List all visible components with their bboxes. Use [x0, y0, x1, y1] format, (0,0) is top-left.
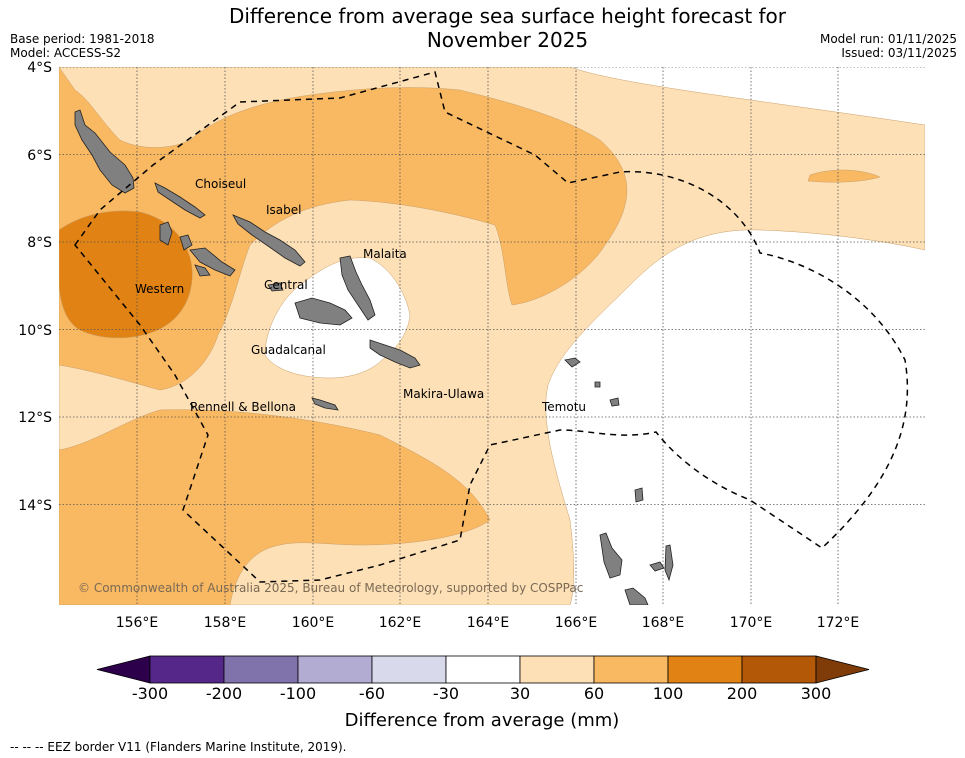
field-60-100-north — [59, 67, 628, 391]
title-line-1: Difference from average sea surface heig… — [228, 4, 787, 28]
region-label-isabel: Isabel — [266, 203, 301, 217]
region-label-western: Western — [135, 282, 184, 296]
cb-tick-8: 200 — [727, 684, 758, 703]
meta-right: Model run: 01/11/2025 Issued: 03/11/2025 — [820, 32, 957, 60]
model-run-text: Model run: 01/11/2025 — [819, 32, 957, 46]
cb-tick-2: -100 — [280, 684, 316, 703]
cb-tick-7: 100 — [653, 684, 684, 703]
cb-tick-4: -30 — [433, 684, 459, 703]
meta-left: Base period: 1981-2018 Model: ACCESS-S2 — [10, 32, 155, 60]
colorbar-swatch-6 — [593, 655, 669, 684]
lon-label-162e: 162°E — [379, 615, 422, 631]
lon-label-166e: 166°E — [555, 615, 598, 631]
island-vella — [159, 221, 173, 246]
region-label-choiseul: Choiseul — [195, 177, 246, 191]
eez-border — [74, 71, 909, 583]
lon-label-156e: 156°E — [116, 615, 159, 631]
colorbar-swatch-1 — [223, 655, 299, 684]
colorbar — [96, 655, 870, 684]
island-choiseul — [154, 182, 206, 219]
island-guadalcanal — [294, 297, 353, 326]
region-label-malaita: Malaita — [363, 247, 407, 261]
longitude-labels: 156°E 158°E 160°E 162°E 164°E 166°E 168°… — [116, 615, 860, 631]
cb-tick-6: 60 — [584, 684, 604, 703]
colorbar-swatch-4 — [445, 655, 521, 684]
issued-text: Issued: 03/11/2025 — [841, 46, 957, 60]
colorbar-tick-labels: -300 -200 -100 -60 -30 30 60 100 200 300 — [132, 684, 831, 703]
lat-label-10s: 10°S — [18, 323, 52, 339]
latitude-labels: 4°S 6°S 8°S 10°S 12°S 14°S — [18, 60, 52, 514]
island-makira — [369, 339, 421, 369]
lat-label-4s: 4°S — [27, 60, 52, 76]
island-rendova — [194, 264, 211, 277]
lat-label-12s: 12°S — [18, 410, 52, 426]
cb-tick-5: 30 — [510, 684, 530, 703]
colorbar-swatch-0 — [149, 655, 225, 684]
region-label-guadalcanal: Guadalcanal — [251, 343, 326, 357]
island-small — [594, 381, 601, 388]
island-florida — [267, 282, 284, 292]
field-100-200 — [59, 210, 193, 339]
island-kolombangara — [179, 234, 193, 251]
island-vanua-lava — [599, 532, 623, 579]
lat-label-6s: 6°S — [27, 148, 52, 164]
island-espiritu — [624, 587, 649, 605]
island-rennell — [311, 397, 339, 411]
eez-footnote: -- -- -- EEZ border V11 (Flanders Marine… — [10, 740, 347, 754]
cb-tick-9: 300 — [801, 684, 832, 703]
lon-label-170e: 170°E — [730, 615, 773, 631]
lat-label-8s: 8°S — [27, 235, 52, 251]
islands — [74, 109, 674, 605]
colorbar-swatch-7 — [667, 655, 743, 684]
title-line-2: November 2025 — [426, 28, 589, 52]
copyright-text: © Commonwealth of Australia 2025, Bureau… — [78, 581, 583, 595]
region-label-rennell-bellona: Rennell & Bellona — [190, 400, 296, 414]
lon-label-172e: 172°E — [817, 615, 860, 631]
lon-label-158e: 158°E — [204, 615, 247, 631]
colorbar-over-arrow — [815, 655, 870, 684]
island-isabel — [232, 214, 306, 267]
island-torres — [634, 487, 644, 503]
island-malaita — [339, 255, 376, 321]
lon-label-160e: 160°E — [292, 615, 335, 631]
field-60-100-south — [59, 409, 491, 605]
colorbar-swatch-2 — [297, 655, 373, 684]
region-label-temotu: Temotu — [541, 400, 586, 414]
colorbar-under-arrow — [96, 655, 151, 684]
cb-tick-3: -60 — [359, 684, 385, 703]
model-text: Model: ACCESS-S2 — [10, 46, 122, 60]
island-bougainville — [74, 109, 135, 194]
lon-label-164e: 164°E — [467, 615, 510, 631]
graticule — [59, 67, 925, 605]
colorbar-swatch-3 — [371, 655, 447, 684]
colorbar-swatch-5 — [519, 655, 595, 684]
island-ambae — [649, 561, 665, 572]
island-utupua — [609, 397, 620, 407]
base-period-text: Base period: 1981-2018 — [10, 32, 155, 46]
colorbar-swatch-8 — [741, 655, 817, 684]
region-label-makira-ulawa: Makira-Ulawa — [403, 387, 484, 401]
lat-label-14s: 14°S — [18, 498, 52, 514]
island-new-georgia — [189, 247, 236, 277]
island-pentecost — [664, 544, 674, 582]
colorbar-title: Difference from average (mm) — [345, 710, 620, 731]
region-labels: Choiseul Isabel Malaita Western Central … — [135, 177, 586, 414]
lon-label-168e: 168°E — [642, 615, 685, 631]
cb-tick-0: -300 — [132, 684, 168, 703]
region-label-central: Central — [264, 278, 308, 292]
cb-tick-1: -200 — [206, 684, 242, 703]
contour-fields: Choiseul Isabel Malaita Western Central … — [59, 67, 925, 605]
chart-title: Difference from average sea surface heig… — [0, 4, 965, 52]
field-60-100-east-patch — [807, 169, 881, 183]
island-santa-cruz — [564, 357, 581, 368]
